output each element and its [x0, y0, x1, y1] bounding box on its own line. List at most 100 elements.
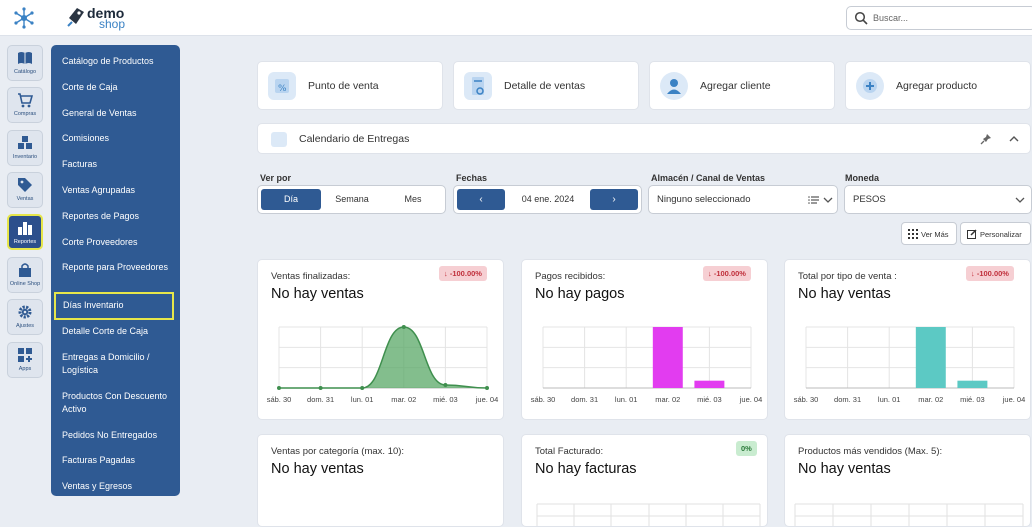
grid-dots-icon: [908, 229, 918, 239]
rail-item-catalogo[interactable]: Catálogo: [7, 45, 43, 81]
menu-item[interactable]: Reporte para Proveedores: [62, 262, 169, 272]
card-title: Total Facturado:: [535, 446, 604, 457]
menu-item-selected[interactable]: Días Inventario: [54, 292, 174, 320]
bar: [652, 327, 683, 388]
quick-action-agregar-producto[interactable]: Agregar producto: [845, 61, 1031, 110]
quick-action-detalle-ventas[interactable]: Detalle de ventas: [453, 61, 639, 110]
menu-item[interactable]: Corte Proveedores: [62, 237, 138, 247]
x-tick-label: mié. 03: [433, 395, 458, 404]
card-pagos-recibidos[interactable]: Pagos recibidos: No hay pagos ↓ -100.00%…: [521, 259, 768, 420]
data-point: [401, 325, 406, 329]
ver-por-mes[interactable]: Mes: [404, 194, 422, 204]
data-point: [443, 382, 448, 387]
menu-item[interactable]: Ventas Agrupadas: [62, 185, 136, 195]
pin-icon[interactable]: [980, 133, 992, 145]
menu-item[interactable]: Pedidos No Entregados: [62, 430, 158, 440]
quick-action-agregar-cliente[interactable]: Agregar cliente: [649, 61, 835, 110]
receipt-icon: [464, 72, 492, 100]
chart-tipo-venta: sáb. 30 dom. 31 lun. 01 mar. 02 mié. 03 jue. …: [794, 326, 1026, 404]
card-title: Ventas finalizadas:: [271, 271, 351, 282]
menu-item[interactable]: Ventas y Egresos: [62, 481, 133, 491]
almacen-select[interactable]: Ninguno seleccionado: [648, 185, 838, 214]
x-tick-label: mar. 02: [391, 395, 416, 404]
x-tick-label: dom. 31: [571, 395, 598, 404]
rail-label: Ajustes: [15, 323, 35, 329]
x-tick-label: mié. 03: [697, 395, 722, 404]
card-value: No hay ventas: [798, 286, 891, 302]
x-tick-label: jue. 04: [475, 395, 499, 404]
card-productos-mas-vendidos[interactable]: Productos más vendidos (Max. 5): No hay …: [784, 434, 1031, 527]
logo-text-shop: shop: [99, 17, 126, 31]
menu-item[interactable]: Facturas Pagadas: [62, 455, 136, 465]
tag-icon: [18, 178, 32, 192]
search-box[interactable]: [846, 6, 1032, 30]
rail-item-ajustes[interactable]: Ajustes: [7, 299, 43, 335]
x-tick-label: sáb. 30: [267, 395, 292, 404]
data-point: [360, 386, 365, 390]
prev-date-button[interactable]: ‹: [457, 189, 505, 210]
card-value: No hay ventas: [271, 461, 364, 477]
rail-item-compras[interactable]: Compras: [7, 87, 43, 123]
chevron-down-icon: [823, 197, 833, 203]
almacen-label: Almacén / Canal de Ventas: [651, 173, 766, 183]
fechas-label: Fechas: [456, 173, 488, 183]
ver-mas-label: Ver Más: [921, 230, 949, 239]
next-date-button[interactable]: ›: [590, 189, 638, 210]
calendar-panel[interactable]: Calendario de Entregas: [257, 123, 1031, 154]
x-tick-label: jue. 04: [1002, 395, 1026, 404]
rail-item-online-shop[interactable]: Online Shop: [7, 257, 43, 293]
calendar-icon: [271, 132, 287, 147]
moneda-select[interactable]: PESOS: [844, 185, 1032, 214]
menu-item[interactable]: Catálogo de Productos: [62, 56, 154, 66]
rail-item-inventario[interactable]: Inventario: [7, 130, 43, 166]
ver-por-dia[interactable]: Día: [261, 189, 321, 210]
rail-label: Catálogo: [13, 69, 37, 75]
change-badge: ↓ -100.00%: [703, 266, 751, 281]
menu-item[interactable]: Productos Con Descuento Activo: [62, 391, 168, 414]
menu-item[interactable]: Comisiones: [62, 133, 110, 143]
x-tick-label: lun. 01: [351, 395, 374, 404]
data-point: [277, 386, 281, 390]
chevron-up-icon[interactable]: [1008, 133, 1020, 145]
edit-icon: [967, 229, 977, 239]
menu-item[interactable]: Entregas a Domicilio / Logística: [62, 352, 150, 375]
card-total-facturado[interactable]: Total Facturado: No hay facturas 0%: [521, 434, 768, 527]
menu-item[interactable]: Facturas: [62, 159, 98, 169]
menu-item[interactable]: Reportes de Pagos: [62, 211, 140, 221]
rail-item-reportes[interactable]: Reportes: [7, 214, 43, 250]
change-badge: ↓ -100.00%: [439, 266, 487, 281]
book-icon: [18, 52, 32, 64]
quick-action-punto-de-venta[interactable]: % Punto de venta: [257, 61, 443, 110]
chart-ventas: sáb. 30 dom. 31 lun. 01 mar. 02 mié. 03 jue. …: [267, 325, 499, 404]
menu-item[interactable]: Corte de Caja: [62, 82, 118, 92]
menu-item[interactable]: Detalle Corte de Caja: [62, 326, 149, 336]
ver-mas-button[interactable]: Ver Más: [901, 222, 957, 245]
personalizar-button[interactable]: Personalizar: [960, 222, 1031, 245]
quick-action-label: Detalle de ventas: [504, 80, 586, 92]
network-icon[interactable]: [12, 7, 36, 29]
card-value: No hay facturas: [535, 461, 637, 477]
search-input[interactable]: [873, 10, 1023, 26]
menu-item[interactable]: General de Ventas: [62, 108, 137, 118]
rail-label: Online Shop: [9, 281, 41, 287]
x-tick-label: mié. 03: [960, 395, 985, 404]
rail-item-apps[interactable]: Apps: [7, 342, 43, 378]
x-tick-label: dom. 31: [834, 395, 861, 404]
rail-label: Inventario: [12, 154, 38, 160]
card-ventas-finalizadas[interactable]: Ventas finalizadas: No hay ventas ↓ -100…: [257, 259, 504, 420]
x-tick-label: mar. 02: [655, 395, 680, 404]
apps-icon: [18, 348, 32, 362]
ver-por-semana[interactable]: Semana: [335, 194, 369, 204]
card-ventas-categoria[interactable]: Ventas por categoría (max. 10): No hay v…: [257, 434, 504, 527]
bar: [694, 380, 725, 388]
arrow-down-icon: ↓: [971, 269, 975, 278]
logo[interactable]: demo shop: [66, 4, 136, 32]
date-value[interactable]: 04 ene. 2024: [521, 194, 575, 204]
logo-text-demo: demo: [87, 5, 125, 21]
x-tick-label: mar. 02: [918, 395, 943, 404]
ver-por-segmented: Día Semana Mes: [257, 185, 446, 214]
data-point: [318, 386, 323, 390]
card-total-tipo-venta[interactable]: Total por tipo de venta : No hay ventas …: [784, 259, 1031, 420]
rail-item-ventas[interactable]: Ventas: [7, 172, 43, 208]
card-value: No hay pagos: [535, 286, 625, 302]
